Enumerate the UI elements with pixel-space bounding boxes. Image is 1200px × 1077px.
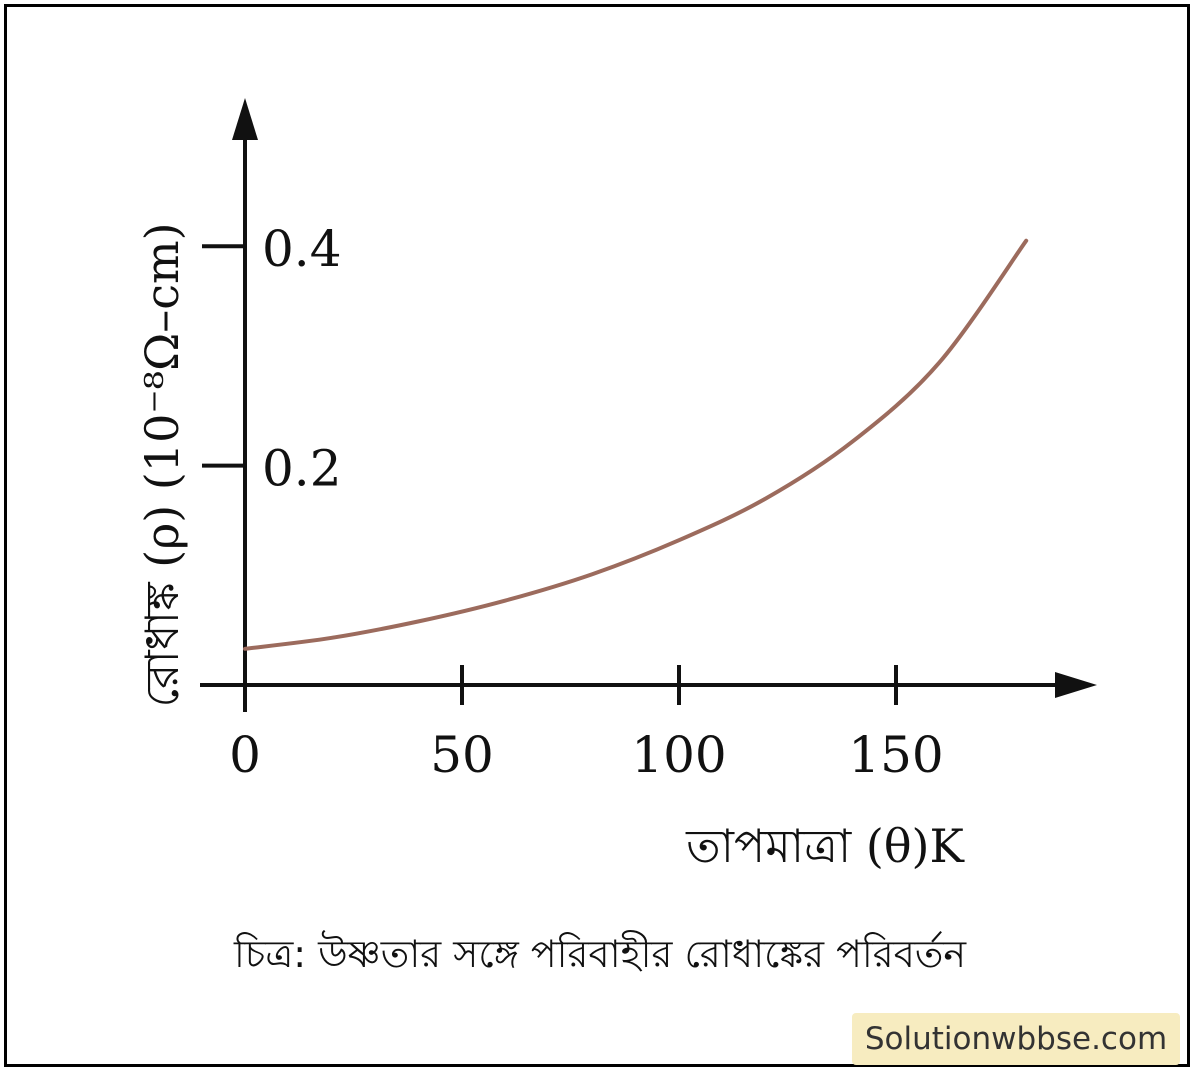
y-tick-label: 0.2	[262, 440, 342, 498]
x-tick-label: 0	[229, 726, 261, 784]
axes	[200, 98, 1097, 712]
x-axis-arrow	[1055, 672, 1097, 698]
x-tick-label: 50	[430, 726, 494, 784]
resistivity-curve	[243, 238, 1029, 651]
ticks	[202, 244, 898, 705]
curve-layer	[243, 238, 1029, 651]
y-axis-title: রোধাঙ্ক (ρ) (10⁻⁸Ω–cm)	[135, 222, 189, 707]
figure-caption: চিত্র: উষ্ণতার সঙ্গে পরিবাহীর রোধাঙ্কের …	[233, 932, 967, 976]
resistivity-temperature-chart: 0 50 100 150 0.2 0.4 রোধাঙ্ক (ρ) (10⁻⁸Ω–cm) ত…	[135, 98, 1097, 873]
x-tick-label: 150	[848, 726, 943, 784]
watermark: Solutionwbbse.com	[852, 1013, 1180, 1065]
tick-labels: 0 50 100 150 0.2 0.4	[229, 220, 944, 784]
y-axis-arrow	[232, 98, 258, 140]
x-tick-label: 100	[631, 726, 726, 784]
y-tick-label: 0.4	[262, 220, 342, 278]
image-frame	[4, 4, 1190, 1067]
x-axis-title: তাপমাত্রা (θ)K	[685, 819, 965, 873]
